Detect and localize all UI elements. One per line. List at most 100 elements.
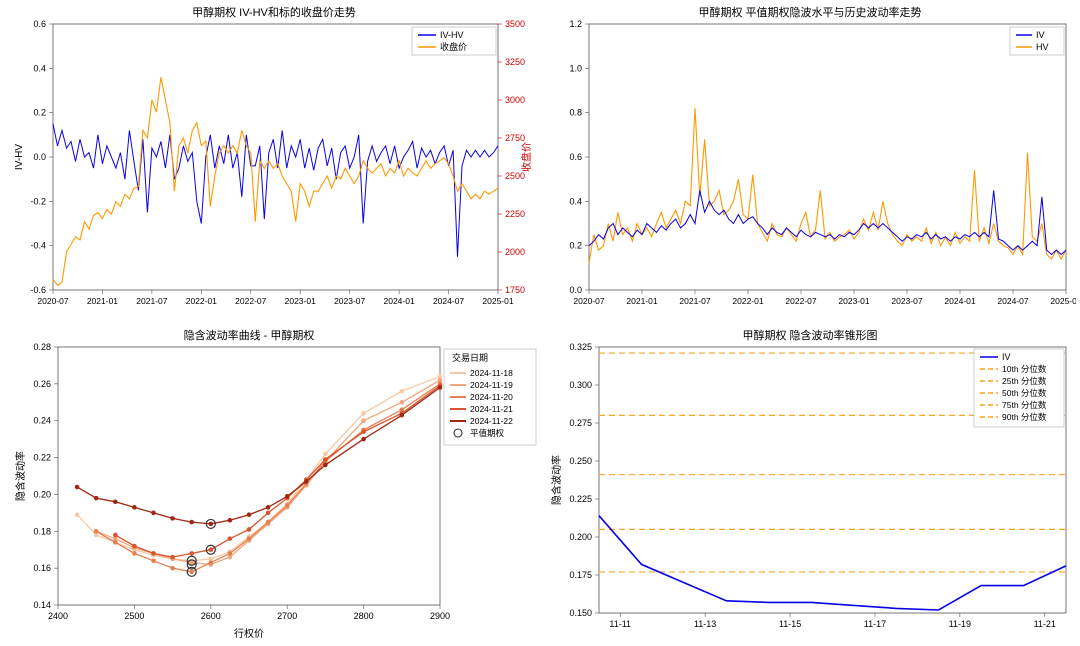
smile-point — [151, 511, 156, 516]
svg-text:2021-07: 2021-07 — [679, 296, 710, 306]
svg-text:2700: 2700 — [277, 611, 297, 621]
svg-text:0.4: 0.4 — [33, 63, 46, 73]
smile-point — [228, 551, 233, 556]
svg-text:2022-07: 2022-07 — [235, 296, 266, 306]
smile-curve — [115, 386, 440, 557]
chart-title: 甲醇期权 IV-HV和标的收盘价走势 — [192, 5, 356, 19]
smile-point — [361, 411, 366, 416]
svg-text:0.2: 0.2 — [569, 241, 582, 251]
svg-text:2025-01: 2025-01 — [1050, 296, 1076, 306]
svg-text:0.275: 0.275 — [569, 418, 592, 428]
smile-point — [361, 429, 366, 434]
svg-text:2020-07: 2020-07 — [573, 296, 604, 306]
smile-point — [266, 520, 271, 525]
legend-ivhv: IV-HV — [440, 30, 464, 40]
legend-hv: HV — [1036, 42, 1049, 52]
xlabel: 行权价 — [234, 627, 264, 640]
smile-point — [132, 505, 137, 510]
smile-point — [285, 494, 290, 499]
svg-text:2021-01: 2021-01 — [87, 296, 118, 306]
svg-text:0.14: 0.14 — [33, 600, 51, 610]
svg-text:0.0: 0.0 — [33, 152, 46, 162]
panel-br-cone: 甲醇期权 隐含波动率锥形图0.1500.1750.2000.2250.2500.… — [544, 327, 1076, 646]
smile-point — [361, 437, 366, 442]
smile-point — [228, 518, 233, 523]
svg-text:0.6: 0.6 — [569, 152, 582, 162]
smile-point — [132, 544, 137, 549]
legend-pct: 25th 分位数 — [1002, 376, 1047, 386]
smile-point — [189, 520, 194, 525]
svg-text:3250: 3250 — [505, 57, 525, 67]
svg-text:-0.4: -0.4 — [30, 241, 46, 251]
svg-text:0.16: 0.16 — [33, 563, 51, 573]
smile-point — [266, 511, 271, 516]
ylabel-right: 收盘价 — [520, 142, 533, 172]
svg-text:0.22: 0.22 — [33, 453, 51, 463]
svg-text:3000: 3000 — [505, 95, 525, 105]
smile-point — [94, 496, 99, 501]
smile-point — [438, 385, 443, 390]
smile-point — [209, 547, 214, 552]
panel-bl-smile: 隐含波动率曲线 - 甲醇期权 0.14 0.16 0.18 0.20 0.22 0.24 0.… — [8, 327, 540, 646]
smile-point — [170, 566, 175, 571]
svg-text:0.250: 0.250 — [569, 456, 592, 466]
svg-text:0.225: 0.225 — [569, 494, 592, 504]
svg-text:2750: 2750 — [505, 133, 525, 143]
svg-text:2250: 2250 — [505, 209, 525, 219]
svg-text:0.8: 0.8 — [569, 108, 582, 118]
svg-text:-0.2: -0.2 — [30, 196, 46, 206]
smile-point — [189, 551, 194, 556]
smile-point — [285, 503, 290, 508]
svg-text:0.2: 0.2 — [33, 108, 46, 118]
smile-point — [94, 529, 99, 534]
series-iv — [589, 190, 1066, 254]
legend-pct: 75th 分位数 — [1002, 400, 1047, 410]
smile-point — [400, 400, 405, 405]
svg-text:0.28: 0.28 — [33, 342, 51, 352]
smile-point — [189, 570, 194, 575]
svg-text:0.18: 0.18 — [33, 526, 51, 536]
svg-text:11-21: 11-21 — [1034, 619, 1056, 629]
svg-text:2023-07: 2023-07 — [891, 296, 922, 306]
svg-text:2000: 2000 — [505, 247, 525, 257]
legend-close: 收盘价 — [440, 41, 467, 52]
smile-point — [75, 485, 80, 490]
chart-title: 甲醇期权 平值期权隐波水平与历史波动率走势 — [698, 5, 921, 19]
svg-text:0.300: 0.300 — [569, 380, 592, 390]
legend-iv: IV — [1002, 352, 1011, 362]
svg-text:0.325: 0.325 — [569, 342, 592, 352]
svg-text:2021-07: 2021-07 — [136, 296, 167, 306]
svg-text:2021-01: 2021-01 — [626, 296, 657, 306]
smile-point — [170, 555, 175, 560]
svg-text:1750: 1750 — [505, 285, 525, 295]
svg-text:2022-07: 2022-07 — [785, 296, 816, 306]
panel-tl-ivhv: 甲醇期权 IV-HV和标的收盘价走势 -0.6 -0.4 -0.2 0.0 0.2 0.4 0… — [8, 4, 540, 323]
smile-point — [323, 452, 328, 457]
smile-point — [132, 551, 137, 556]
legend-iv: IV — [1036, 30, 1045, 40]
svg-text:0.24: 0.24 — [33, 416, 51, 426]
legend-pct: 10th 分位数 — [1002, 364, 1047, 374]
series-hv — [589, 108, 1066, 263]
svg-text:3500: 3500 — [505, 19, 525, 29]
svg-text:0.175: 0.175 — [569, 570, 592, 580]
svg-text:0.6: 0.6 — [33, 19, 46, 29]
svg-text:2400: 2400 — [48, 611, 68, 621]
svg-text:2024-01: 2024-01 — [384, 296, 415, 306]
smile-point — [361, 418, 366, 423]
svg-text:0.26: 0.26 — [33, 379, 51, 389]
svg-text:11-11: 11-11 — [609, 619, 631, 629]
smile-point — [151, 551, 156, 556]
smile-point — [247, 512, 252, 517]
smile-point — [323, 457, 328, 462]
svg-text:2500: 2500 — [124, 611, 144, 621]
legend-date: 2024-11-21 — [470, 404, 513, 414]
svg-text:2024-07: 2024-07 — [433, 296, 464, 306]
smile-point — [400, 413, 405, 418]
svg-text:0.20: 0.20 — [33, 489, 51, 499]
chart-title: 隐含波动率曲线 - 甲醇期权 — [184, 328, 315, 342]
svg-text:2023-01: 2023-01 — [285, 296, 316, 306]
smile-point — [247, 527, 252, 532]
svg-text:-0.6: -0.6 — [30, 285, 46, 295]
smile-point — [189, 560, 194, 565]
